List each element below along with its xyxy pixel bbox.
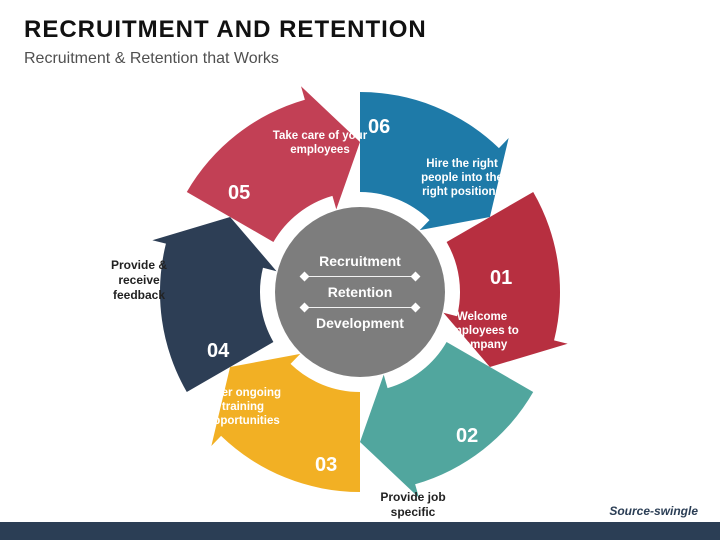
center-circle: Recruitment Retention Development (275, 207, 445, 377)
separator (305, 307, 415, 308)
center-word-2: Retention (328, 277, 393, 307)
cycle-diagram: Recruitment Retention Development 01 02 … (150, 82, 570, 502)
page-title: RECRUITMENT AND RETENTION (24, 16, 696, 44)
footer-bar (0, 522, 720, 540)
page-subtitle: Recruitment & Retention that Works (24, 50, 696, 68)
separator (305, 276, 415, 277)
source-credit: Source-swingle (609, 504, 698, 518)
center-word-3: Development (316, 308, 404, 338)
center-word-1: Recruitment (319, 246, 401, 276)
